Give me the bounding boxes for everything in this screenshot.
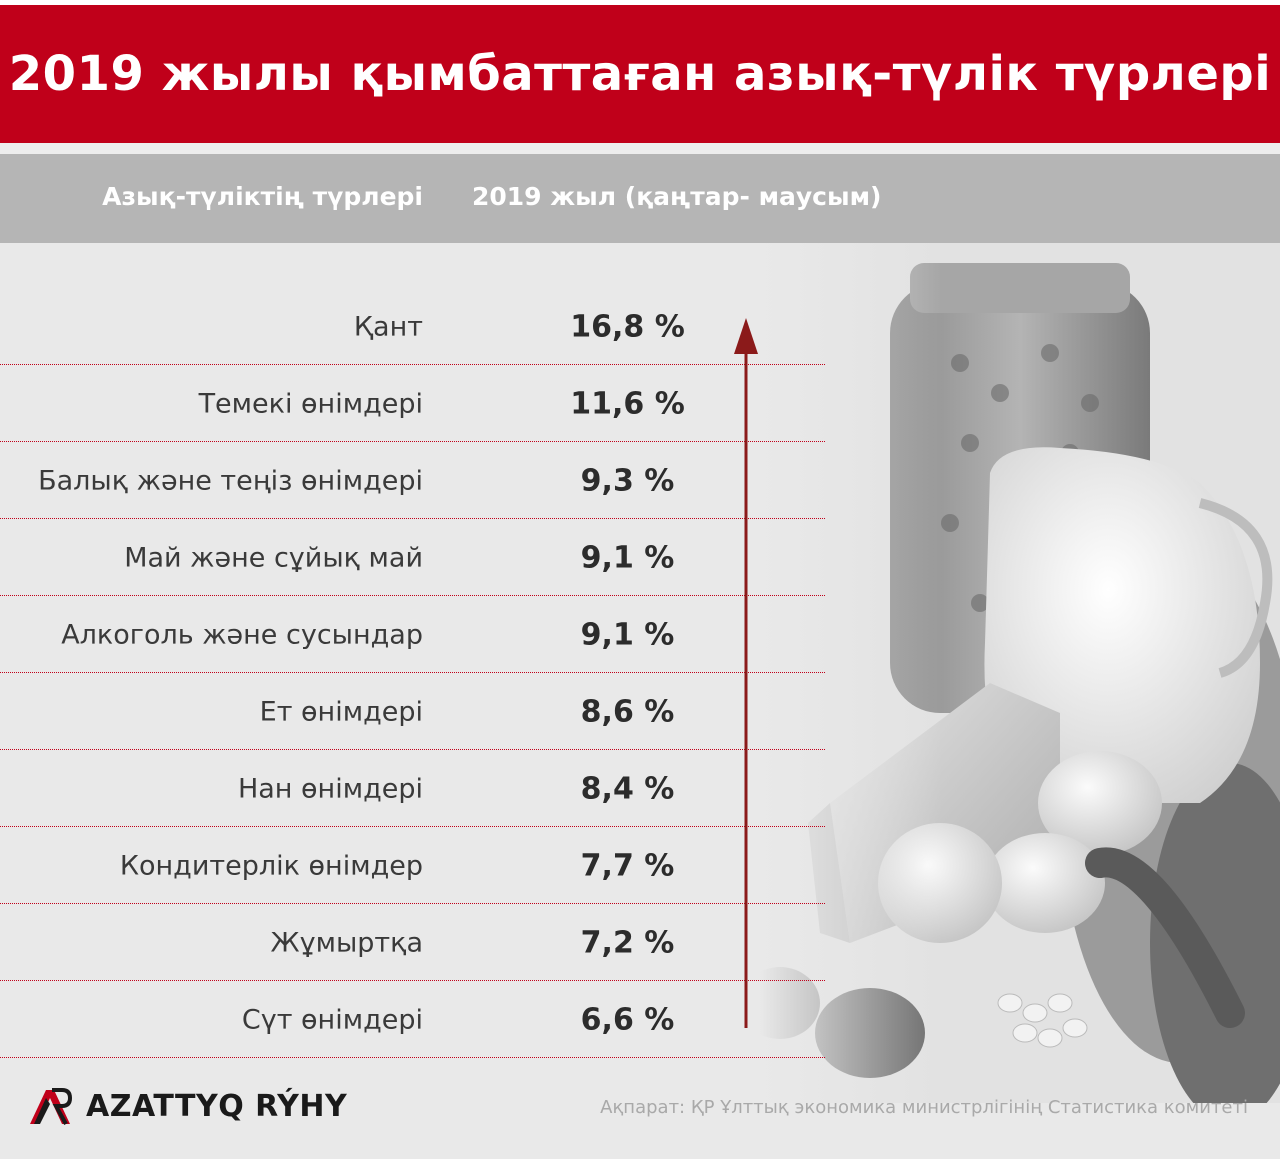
row-divider [0,980,825,981]
row-value: 9,1 % [580,540,675,576]
food-photo-image [760,243,1280,1103]
row-label: Балық және теңіз өнімдері [38,465,423,497]
row-divider [0,903,825,904]
row-label: Кондитерлік өнімдер [119,850,423,882]
azattyq-logo-icon [30,1088,72,1125]
title-bar: 2019 жылы қымбаттаған азық-түлік түрлері [0,5,1280,143]
column-header-period: 2019 жыл (қаңтар- маусым) [472,182,882,211]
row-value: 8,6 % [580,694,675,730]
source-note: Ақпарат: ҚР Ұлттық экономика министрлігі… [600,1097,1248,1118]
row-divider [0,364,825,365]
top-strip [0,0,1280,5]
row-divider [0,518,825,519]
row-divider [0,749,825,750]
column-header-products: Азық-түліктің түрлері [102,182,423,211]
food-photo-illustration [760,243,1280,1103]
row-label: Қант [353,311,423,343]
title-gap [0,143,1280,154]
row-divider [0,826,825,827]
row-label: Ет өнімдері [259,696,423,728]
brand-name: AZATTYQ RÝHY [86,1088,348,1124]
row-label: Май және сұйық май [124,542,423,574]
row-divider [0,595,825,596]
row-value: 7,2 % [580,925,675,961]
row-value: 9,3 % [580,463,675,499]
row-label: Алкоголь және сусындар [61,619,423,651]
row-divider [0,1057,825,1058]
row-value: 16,8 % [570,309,685,345]
row-value: 6,6 % [580,1002,675,1038]
row-value: 8,4 % [580,771,675,807]
row-label: Нан өнімдері [237,773,423,805]
table-header: Азық-түліктің түрлері 2019 жыл (қаңтар- … [0,154,1280,243]
increase-arrow-icon [734,318,758,1028]
row-divider [0,441,825,442]
row-value: 7,7 % [580,848,675,884]
row-value: 9,1 % [580,617,675,653]
page-title: 2019 жылы қымбаттаған азық-түлік түрлері [8,46,1272,102]
row-label: Темекі өнімдері [198,388,423,420]
footer-logo: AZATTYQ RÝHY [28,1083,347,1129]
row-label: Сүт өнімдері [241,1004,423,1036]
row-value: 11,6 % [570,386,685,422]
row-divider [0,672,825,673]
row-label: Жұмыртқа [270,927,423,959]
